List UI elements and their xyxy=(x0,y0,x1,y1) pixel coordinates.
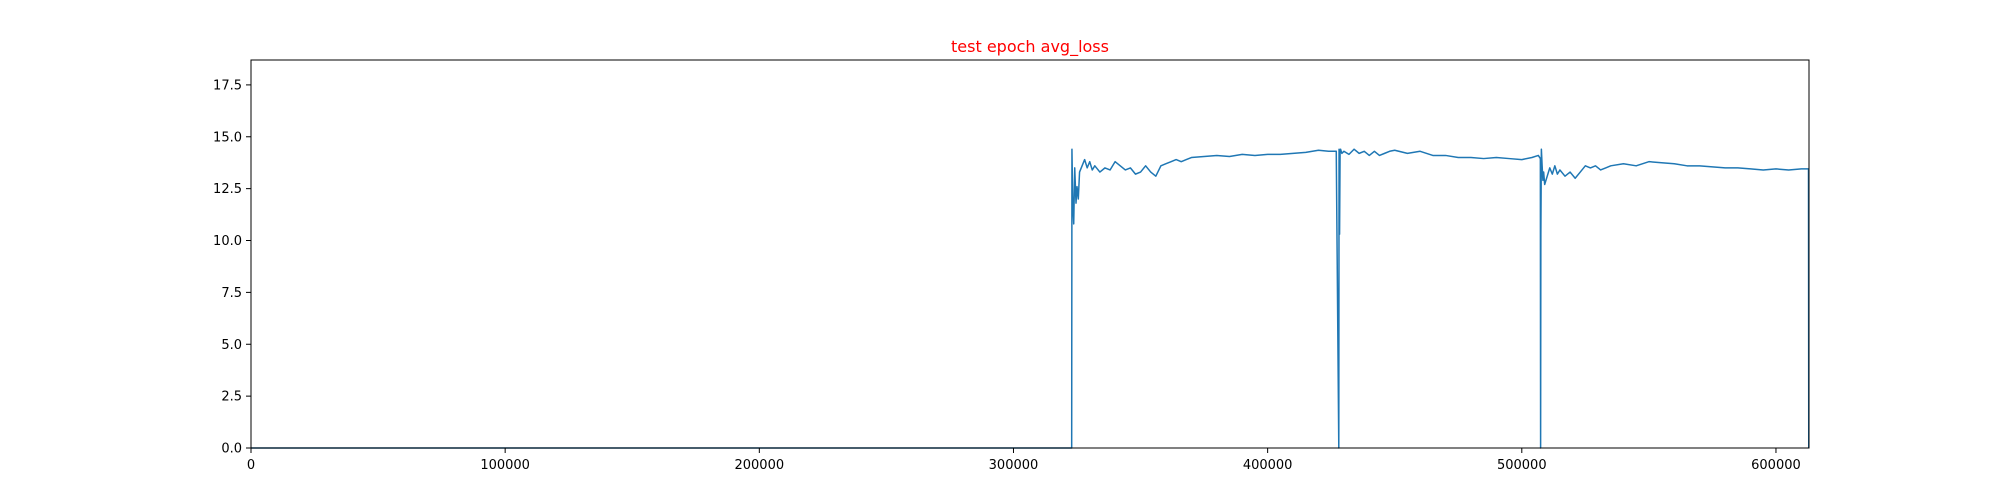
x-tick-label: 300000 xyxy=(989,458,1039,473)
x-tick-label: 500000 xyxy=(1497,458,1547,473)
plot-frame xyxy=(250,59,1810,449)
chart-title: test epoch avg_loss xyxy=(951,37,1109,57)
x-tick-label: 400000 xyxy=(1243,458,1293,473)
x-tick-label: 200000 xyxy=(734,458,784,473)
y-tick-label: 17.5 xyxy=(213,78,242,93)
axes: 0 100000 200000 300000 400000 500000 600000 0.0… xyxy=(213,59,1810,473)
series-line-0 xyxy=(251,148,1810,449)
y-tick-label: 2.5 xyxy=(221,390,242,405)
plot-area xyxy=(251,148,1810,449)
y-tick-label: 5.0 xyxy=(221,338,242,353)
y-tick-label: 0.0 xyxy=(221,442,242,457)
y-tick-label: 12.5 xyxy=(213,182,242,197)
x-tick-label: 100000 xyxy=(480,458,530,473)
y-tick-label: 7.5 xyxy=(221,286,242,301)
x-tick-label: 600000 xyxy=(1751,458,1801,473)
y-tick-label: 15.0 xyxy=(213,130,242,145)
x-tick-label: 0 xyxy=(247,458,255,473)
y-tick-label: 10.0 xyxy=(213,234,242,249)
